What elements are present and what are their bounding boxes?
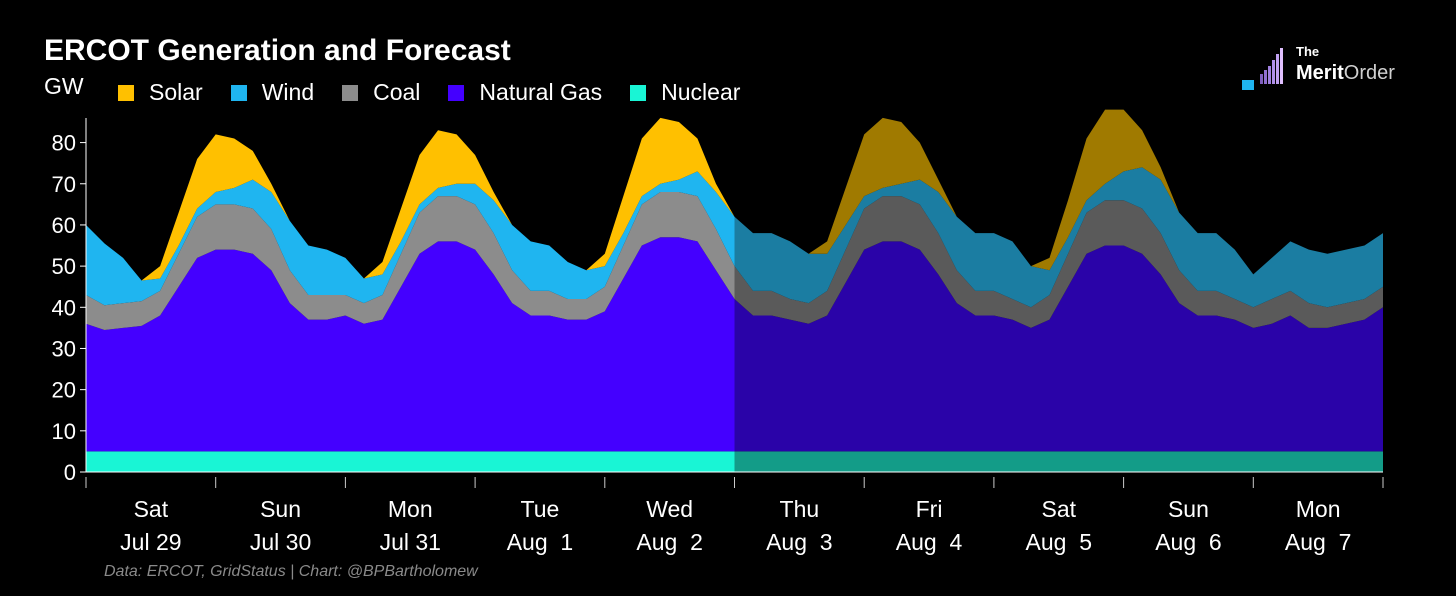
- legend-label-solar: Solar: [149, 79, 203, 105]
- y-tick-label: 0: [64, 460, 76, 485]
- legend-label-nuclear: Nuclear: [661, 79, 741, 105]
- y-tick-label: 10: [52, 419, 76, 444]
- legend-item-wind: Wind: [230, 79, 315, 106]
- x-tick-label-day: Fri: [916, 496, 943, 522]
- y-tick-label: 80: [52, 131, 76, 156]
- legend-item-coal: Coal: [342, 79, 420, 106]
- legend-swatch-coal: [342, 84, 359, 101]
- legend-swatch-nuclear: [630, 84, 647, 101]
- chart-title: ERCOT Generation and Forecast: [44, 34, 511, 67]
- x-tick-label-date: Aug 5: [1026, 529, 1093, 555]
- legend: Solar Wind Coal Natural Gas Nuclear: [118, 79, 740, 106]
- x-tick-label-day: Tue: [521, 496, 560, 522]
- y-tick-label: 60: [52, 213, 76, 238]
- logo-text-merit: Merit: [1296, 62, 1344, 84]
- x-tick-label-date: Aug 7: [1285, 529, 1352, 555]
- x-tick-label-day: Sun: [1168, 496, 1209, 522]
- legend-swatch-wind: [230, 84, 247, 101]
- y-tick-label: 40: [52, 295, 76, 320]
- x-tick-label-day: Sat: [1041, 496, 1076, 522]
- logo-bars-icon: [1242, 48, 1283, 90]
- area-wind: [86, 171, 735, 306]
- merit-order-logo: The MeritOrder: [1240, 44, 1430, 96]
- x-tick-label-date: Jul 30: [250, 529, 311, 555]
- forecast-area-natural-gas: [734, 241, 1383, 452]
- logo-text-order: Order: [1343, 62, 1395, 84]
- actual-areas: [86, 117, 735, 472]
- area-coal: [86, 192, 735, 330]
- x-tick-label-day: Sat: [134, 496, 169, 522]
- forecast-areas: [734, 109, 1383, 472]
- area-nuclear: [86, 451, 735, 472]
- x-tick-label-date: Aug 1: [507, 529, 574, 555]
- area-natural-gas: [86, 237, 735, 452]
- forecast-area-coal: [734, 196, 1383, 328]
- y-axis-label: GW: [44, 73, 84, 99]
- y-tick-label: 20: [52, 378, 76, 403]
- x-tick-label-date: Aug 4: [896, 529, 963, 555]
- forecast-area-nuclear: [734, 451, 1383, 472]
- y-tick-label: 50: [52, 254, 76, 279]
- x-tick-label-date: Aug 6: [1155, 529, 1222, 555]
- forecast-area-solar: [734, 109, 1383, 275]
- x-tick-label-day: Thu: [780, 496, 820, 522]
- legend-item-natural-gas: Natural Gas: [448, 79, 602, 106]
- x-tick-label-date: Jul 29: [120, 529, 181, 555]
- area-solar: [86, 117, 735, 281]
- legend-swatch-solar: [118, 84, 134, 101]
- x-tick-label-day: Mon: [1296, 496, 1341, 522]
- y-tick-label: 70: [52, 172, 76, 197]
- x-tick-label-date: Aug 3: [766, 529, 833, 555]
- legend-label-natural-gas: Natural Gas: [479, 79, 603, 105]
- source-note: Data: ERCOT, GridStatus | Chart: @BPBart…: [104, 563, 478, 580]
- legend-item-solar: Solar: [118, 79, 203, 106]
- x-tick-label-date: Aug 2: [636, 529, 703, 555]
- x-tick-label-day: Sun: [260, 496, 301, 522]
- logo-text-merit-order: MeritOrder: [1296, 62, 1395, 85]
- logo-text-the: The: [1296, 44, 1320, 59]
- x-tick-label-date: Jul 31: [380, 529, 441, 555]
- legend-label-coal: Coal: [373, 79, 421, 105]
- legend-swatch-natural-gas: [448, 84, 465, 101]
- x-tick-label-day: Mon: [388, 496, 433, 522]
- forecast-area-wind: [734, 167, 1383, 308]
- legend-label-wind: Wind: [261, 79, 315, 105]
- x-tick-label-day: Wed: [646, 496, 693, 522]
- y-tick-label: 30: [52, 336, 76, 361]
- legend-item-nuclear: Nuclear: [630, 79, 740, 106]
